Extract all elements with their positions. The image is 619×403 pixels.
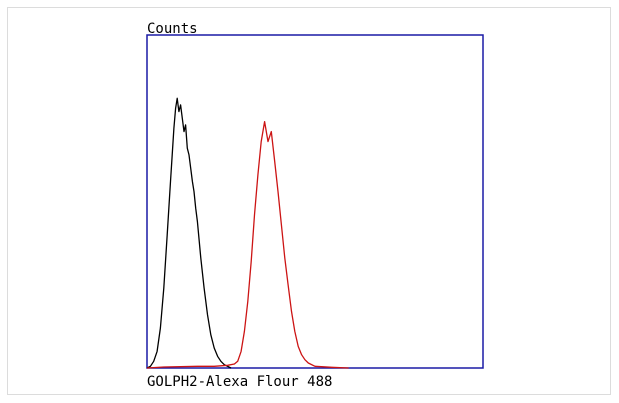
series-layer [146, 97, 349, 369]
histogram-series-2 [146, 120, 349, 369]
plot-area [146, 34, 484, 369]
histogram-series-1 [146, 97, 232, 369]
y-axis-label: Counts [147, 21, 198, 37]
x-axis-label: GOLPH2-Alexa Flour 488 [147, 374, 332, 390]
figure-frame [7, 7, 611, 395]
